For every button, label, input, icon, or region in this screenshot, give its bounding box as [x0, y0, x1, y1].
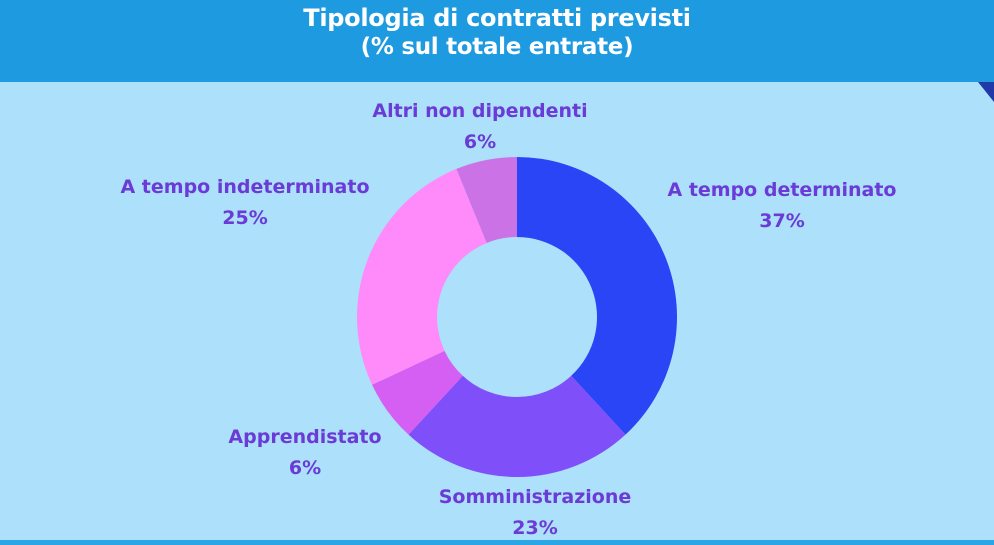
slice-value-label: 25%	[222, 207, 267, 229]
slice-apprendistato	[372, 350, 463, 435]
slice-value-label: 37%	[759, 210, 804, 232]
bottom-bar	[0, 540, 994, 545]
slice-value-label: 23%	[512, 517, 557, 539]
slice-label: A tempo determinato	[668, 179, 897, 201]
chart-title: Tipologia di contratti previsti	[303, 4, 691, 32]
corner-accent	[978, 82, 994, 102]
slice-label: Altri non dipendenti	[372, 100, 587, 122]
slice-label: A tempo indeterminato	[120, 176, 369, 198]
slice-value-label: 6%	[289, 457, 321, 479]
slice-label: Apprendistato	[228, 426, 381, 448]
slice-somministrazione	[408, 375, 626, 477]
chart-subtitle: (% sul totale entrate)	[360, 34, 634, 60]
slice-a-tempo-determinato	[517, 157, 677, 435]
slice-label: Somministrazione	[439, 486, 632, 508]
slice-value-label: 6%	[464, 131, 496, 153]
slice-a-tempo-indeterminato	[357, 168, 487, 385]
slice-altri-non-dipendenti	[456, 157, 517, 243]
chart-header: Tipologia di contratti previsti (% sul t…	[0, 0, 994, 82]
